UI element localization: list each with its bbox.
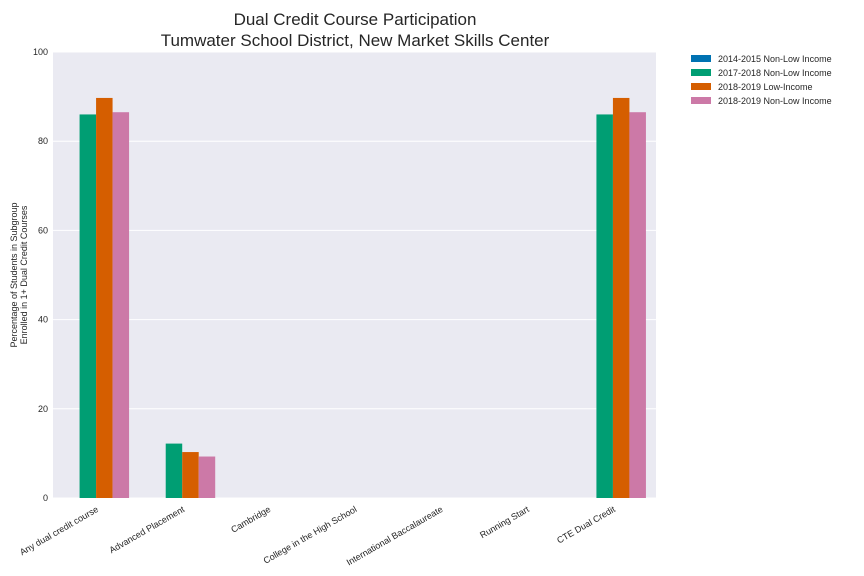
bar: [96, 97, 113, 499]
plot-area: [53, 52, 656, 498]
chart-title-line-1: Dual Credit Course Participation: [234, 10, 477, 29]
x-tick-label: College in the High School: [262, 504, 359, 566]
bar: [612, 97, 630, 499]
chart-title-line-2: Tumwater School District, New Market Ski…: [161, 31, 550, 50]
x-tick-label: CTE Dual Credit: [555, 504, 617, 546]
legend: 2014-2015 Non-Low Income 2017-2018 Non-Lo…: [691, 54, 832, 106]
legend-label: 2018-2019 Non-Low Income: [718, 96, 832, 106]
x-tick-label: International Baccalaureate: [345, 504, 445, 567]
x-axis-ticks: Any dual credit course Advanced Placement…: [18, 504, 617, 568]
legend-swatch: [691, 97, 711, 104]
y-axis-ticks: 0 20 40 60 80 100: [33, 47, 48, 503]
y-tick-label: 80: [38, 136, 48, 146]
x-tick-label: Cambridge: [229, 504, 272, 535]
legend-swatch: [691, 55, 711, 62]
bar: [79, 114, 97, 498]
bar: [629, 112, 646, 499]
bar: [198, 456, 216, 498]
y-tick-label: 0: [43, 493, 48, 503]
bar: [165, 443, 183, 498]
x-tick-label: Advanced Placement: [108, 504, 187, 555]
x-tick-label: Running Start: [478, 504, 531, 540]
legend-label: 2014-2015 Non-Low Income: [718, 54, 832, 64]
grid-lines: [53, 51, 656, 499]
legend-swatch: [691, 83, 711, 90]
y-axis-label-line-2: Enrolled in 1+ Dual Credit Courses: [19, 205, 29, 344]
x-tick-label: Any dual credit course: [18, 504, 100, 557]
bars: [79, 97, 646, 499]
legend-label: 2017-2018 Non-Low Income: [718, 68, 832, 78]
legend-swatch: [691, 69, 711, 76]
y-tick-label: 40: [38, 315, 48, 325]
y-axis-label-line-1: Percentage of Students in Subgroup: [9, 202, 19, 347]
y-tick-label: 100: [33, 47, 48, 57]
y-tick-label: 20: [38, 404, 48, 414]
bar: [112, 112, 130, 499]
legend-label: 2018-2019 Low-Income: [718, 82, 813, 92]
bar: [596, 114, 613, 498]
y-tick-label: 60: [38, 225, 48, 235]
bar: [182, 452, 199, 498]
